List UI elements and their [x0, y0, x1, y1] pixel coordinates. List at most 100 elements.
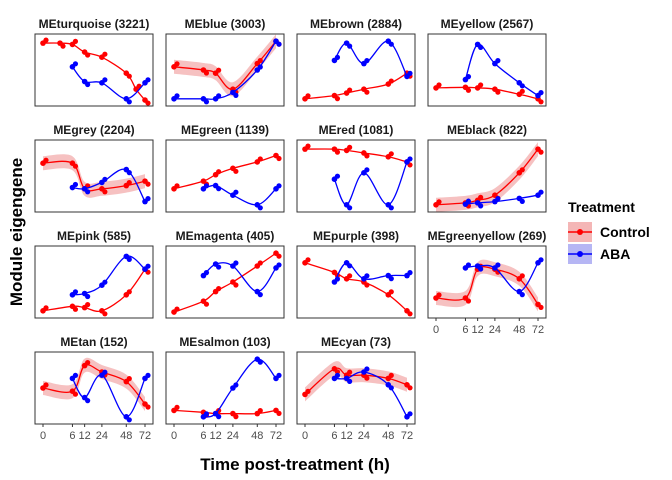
data-point-control: [305, 93, 311, 99]
facet-title: MEgrey (2204): [53, 123, 134, 137]
data-point-aba: [478, 44, 484, 51]
data-point-control: [216, 286, 222, 292]
data-point-aba: [334, 372, 341, 378]
data-point-aba: [102, 369, 108, 375]
data-point-control: [347, 87, 353, 93]
data-point-aba: [347, 205, 353, 211]
data-point-control: [334, 96, 341, 102]
x-tick-label: 48: [120, 430, 132, 442]
data-point-control: [102, 51, 108, 57]
series-line-aba: [333, 161, 408, 206]
data-point-aba: [364, 366, 370, 372]
x-tick-label: 0: [433, 324, 439, 336]
facet-panel: MEmagenta (405): [165, 229, 285, 319]
data-point-control: [174, 61, 180, 67]
x-tick-label: 24: [358, 430, 370, 442]
y-axis-title: Module eigengene: [7, 158, 26, 306]
series-line-control: [42, 42, 146, 101]
x-tick-label: 0: [302, 430, 308, 442]
data-point-control: [305, 257, 311, 263]
data-point-control: [126, 180, 132, 186]
series-line-aba: [203, 184, 277, 206]
data-point-aba: [85, 81, 91, 88]
x-tick-label: 72: [401, 430, 413, 442]
data-point-control: [72, 163, 79, 169]
data-point-aba: [538, 189, 544, 195]
data-point-aba: [216, 414, 222, 420]
panel-border: [296, 139, 416, 213]
data-point-aba: [276, 372, 282, 378]
data-point-aba: [407, 411, 413, 417]
data-point-aba: [203, 183, 210, 189]
data-point-aba: [388, 385, 394, 391]
data-point-aba: [126, 417, 132, 423]
facet-panel: MEtan (152) 0 6 12 24 48 72: [34, 335, 154, 442]
data-point-control: [388, 151, 394, 157]
data-point-control: [276, 253, 282, 259]
x-tick-label: 72: [139, 430, 151, 442]
panel-border: [165, 33, 285, 107]
data-point-aba: [538, 257, 544, 263]
data-point-control: [72, 306, 79, 312]
facet-title: MEsalmon (103): [179, 335, 270, 349]
panel-grid: MEturquoise (3221) MEblue (3003) MEbrown (…: [34, 17, 547, 442]
legend-label-control: Control: [600, 224, 650, 240]
data-point-aba: [233, 189, 239, 195]
data-point-control: [102, 189, 108, 195]
panel-border: [34, 33, 154, 107]
data-point-control: [203, 301, 210, 307]
x-tick-label: 72: [532, 324, 544, 336]
data-point-control: [538, 99, 544, 105]
data-point-control: [145, 181, 151, 187]
data-point-control: [43, 157, 49, 163]
data-point-aba: [145, 77, 151, 83]
panel-border: [165, 245, 285, 319]
facet-panel: MEcyan (73) 0 6 12 24 48 72: [296, 335, 416, 442]
data-point-aba: [364, 273, 370, 279]
panel-border: [165, 139, 285, 213]
confidence-band: [43, 154, 145, 198]
facet-title: MEcyan (73): [321, 335, 391, 349]
data-point-aba: [347, 263, 353, 269]
x-tick-label: 24: [489, 324, 501, 336]
data-point-aba: [276, 41, 282, 47]
data-point-aba: [465, 74, 472, 80]
data-point-control: [216, 169, 222, 175]
confidence-band: [305, 361, 407, 402]
data-point-aba: [257, 292, 263, 298]
data-point-aba: [519, 292, 525, 298]
data-point-control: [478, 194, 484, 200]
data-point-aba: [388, 41, 394, 47]
data-point-control: [60, 43, 66, 49]
data-point-aba: [72, 181, 79, 188]
data-point-aba: [216, 93, 222, 99]
panel-border: [427, 139, 547, 213]
data-point-aba: [233, 382, 239, 388]
data-point-control: [126, 289, 132, 295]
data-point-control: [334, 369, 341, 375]
data-point-aba: [276, 183, 282, 189]
facet-title: MEyellow (2567): [441, 17, 534, 31]
data-point-control: [388, 372, 394, 378]
data-point-control: [519, 273, 525, 279]
panel-border: [34, 351, 154, 425]
facet-panel: MEgrey (2204): [34, 123, 154, 213]
data-point-control: [233, 282, 239, 288]
data-point-aba: [495, 58, 501, 64]
data-point-control: [538, 304, 544, 310]
data-point-aba: [364, 58, 370, 64]
data-point-control: [257, 58, 263, 64]
x-tick-label: 12: [210, 430, 222, 442]
data-point-aba: [72, 372, 79, 378]
facet-title: MEblack (822): [447, 123, 527, 137]
data-point-control: [407, 311, 413, 317]
data-point-aba: [233, 92, 239, 98]
data-point-control: [364, 282, 370, 288]
data-point-control: [305, 143, 311, 149]
data-point-control: [72, 38, 79, 45]
data-point-aba: [102, 176, 108, 182]
x-tick-label: 48: [382, 430, 394, 442]
x-tick-label: 6: [331, 430, 337, 442]
facet-title: MEturquoise (3221): [39, 17, 150, 31]
